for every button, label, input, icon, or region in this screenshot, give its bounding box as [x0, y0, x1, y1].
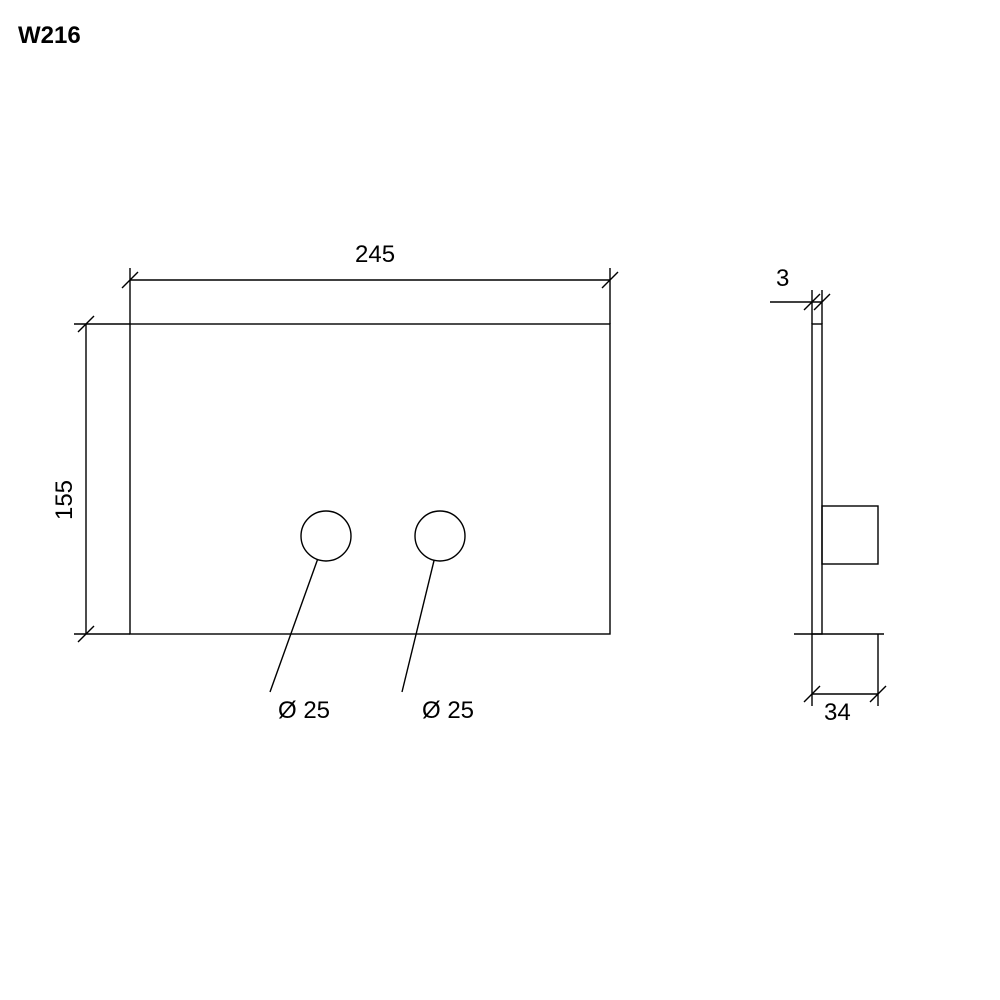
- dim-diameter-2: Ø 25: [422, 697, 474, 724]
- front-plate: [130, 324, 610, 634]
- side-plate: [812, 324, 822, 634]
- dim-diameter-1: Ø 25: [278, 697, 330, 724]
- dim-height: 155: [51, 480, 78, 520]
- side-knob: [822, 506, 878, 564]
- dim-thickness: 3: [776, 265, 789, 292]
- technical-drawing: W216 245155Ø 25Ø 25334: [0, 0, 1000, 1000]
- button-circle-1: [301, 511, 351, 561]
- dim-depth: 34: [824, 699, 851, 726]
- dim-width: 245: [355, 241, 395, 268]
- drawing-svg: 245 155 Ø 25 Ø 25 3 34: [0, 0, 1000, 1000]
- button-circle-2: [415, 511, 465, 561]
